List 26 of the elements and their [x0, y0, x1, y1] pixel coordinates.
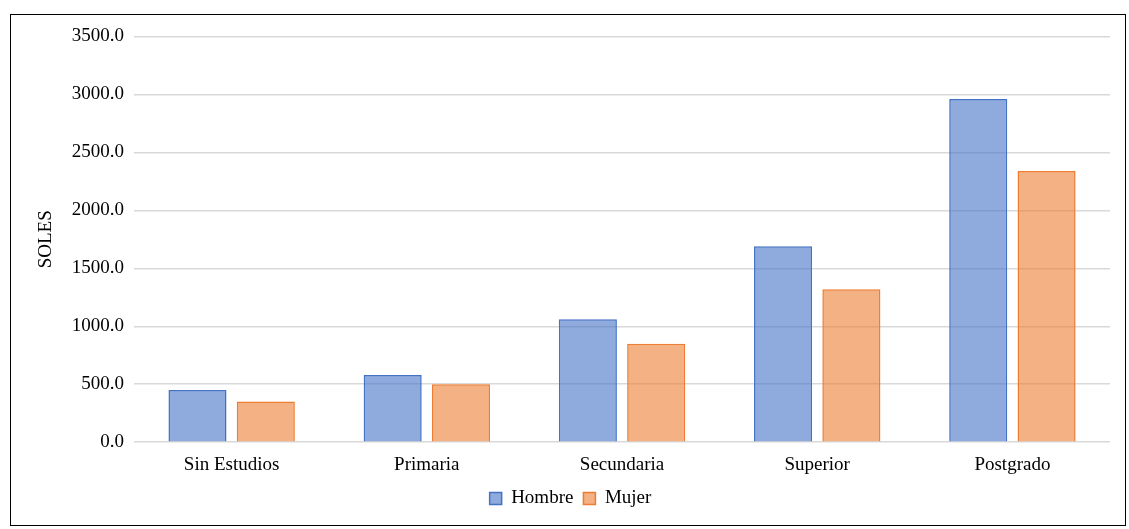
- bar: [168, 390, 227, 442]
- x-tick-label: Secundaria: [579, 452, 665, 474]
- bar: [431, 384, 491, 442]
- x-tick-label: Sin Estudios: [183, 452, 280, 474]
- y-tick-label: 1000.0: [71, 314, 125, 336]
- x-tick-label: Superior: [784, 452, 851, 474]
- y-tick-label: 0.0: [100, 430, 125, 452]
- legend-label: Hombre: [511, 486, 574, 508]
- y-tick-label: 500.0: [81, 372, 125, 394]
- bar: [236, 401, 295, 442]
- y-tick-label: 3500.0: [71, 24, 125, 46]
- bar: [949, 99, 1008, 442]
- bar: [754, 246, 813, 442]
- y-tick-label: 2500.0: [71, 140, 125, 162]
- y-tick-label: 2000.0: [71, 198, 125, 220]
- legend-label: Mujer: [604, 486, 653, 508]
- bar: [627, 343, 686, 442]
- y-tick-label: 1500.0: [71, 256, 125, 278]
- y-axis-title: SOLES: [34, 210, 56, 269]
- bar: [1017, 170, 1076, 442]
- bar: [363, 374, 422, 442]
- bar: [558, 319, 617, 442]
- y-tick-label: 3000.0: [71, 82, 125, 104]
- x-tick-label: Primaria: [394, 452, 461, 474]
- x-tick-label: Postgrado: [974, 452, 1051, 474]
- bar: [822, 289, 881, 442]
